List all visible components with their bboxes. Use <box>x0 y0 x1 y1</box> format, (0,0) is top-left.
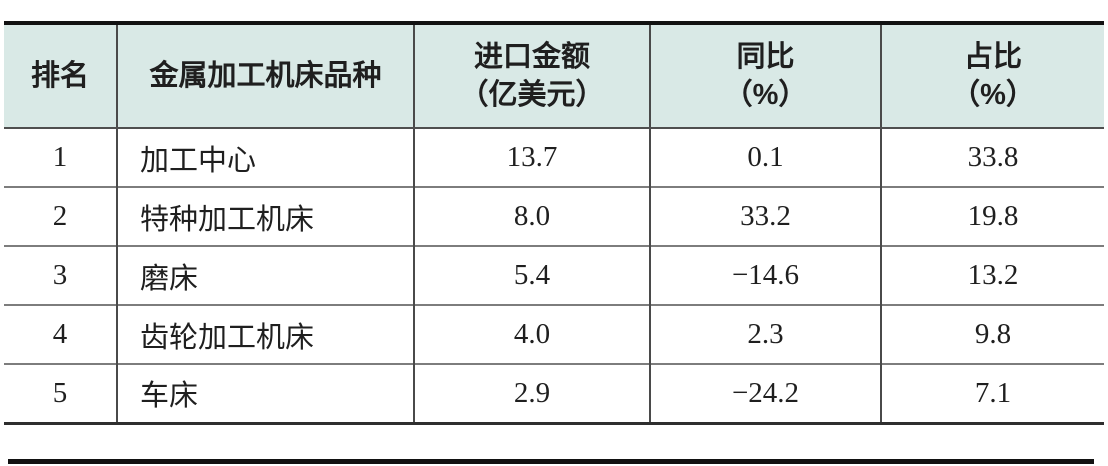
cell-variety: 齿轮加工机床 <box>116 304 414 364</box>
header-label-import-value: 进口金额 <box>473 41 590 73</box>
header-unit-yoy: （%） <box>723 79 808 111</box>
header-row: 排名 金属加工机床品种 进口金额 （亿美元） 同比 （%） 占比 （%） <box>4 23 1104 129</box>
header-label-yoy: 同比 <box>736 41 795 73</box>
cell-rank: 1 <box>4 128 117 187</box>
machine-tool-import-table: 排名 金属加工机床品种 进口金额 （亿美元） 同比 （%） 占比 （%） <box>4 21 1104 425</box>
cell-variety: 特种加工机床 <box>116 186 414 246</box>
cell-share: 13.2 <box>880 245 1104 305</box>
cell-import-value: 8.0 <box>413 186 650 246</box>
cell-import-value: 13.7 <box>413 128 650 187</box>
header-label-share: 占比 <box>963 41 1022 73</box>
cell-rank: 3 <box>4 245 117 305</box>
cell-import-value: 5.4 <box>413 245 650 305</box>
cell-yoy: −24.2 <box>649 363 881 423</box>
cell-variety: 加工中心 <box>116 128 414 187</box>
cell-share: 33.8 <box>880 128 1104 187</box>
header-cell-variety: 金属加工机床品种 <box>116 23 414 129</box>
cell-yoy: 33.2 <box>649 186 881 246</box>
cell-rank: 5 <box>4 363 117 423</box>
cell-rank: 2 <box>4 186 117 246</box>
header-label-variety: 金属加工机床品种 <box>149 60 382 92</box>
bottom-page-rule <box>8 459 1094 464</box>
cell-variety: 磨床 <box>116 245 414 305</box>
cell-rank: 4 <box>4 304 117 364</box>
cell-yoy: −14.6 <box>649 245 881 305</box>
cell-import-value: 4.0 <box>413 304 650 364</box>
table-row: 2 特种加工机床 8.0 33.2 19.8 <box>4 186 1104 246</box>
table-row: 5 车床 2.9 −24.2 7.1 <box>4 363 1104 423</box>
cell-yoy: 0.1 <box>649 128 881 187</box>
table-row: 1 加工中心 13.7 0.1 33.8 <box>4 128 1104 187</box>
header-label-rank: 排名 <box>30 60 89 92</box>
header-cell-yoy: 同比 （%） <box>649 23 881 129</box>
table-row: 3 磨床 5.4 −14.6 13.2 <box>4 245 1104 305</box>
cell-variety: 车床 <box>116 363 414 423</box>
header-cell-rank: 排名 <box>4 23 117 129</box>
header-cell-import-value: 进口金额 （亿美元） <box>413 23 650 129</box>
header-cell-share: 占比 （%） <box>880 23 1104 129</box>
table-row: 4 齿轮加工机床 4.0 2.3 9.8 <box>4 304 1104 364</box>
cell-share: 9.8 <box>880 304 1104 364</box>
cell-share: 19.8 <box>880 186 1104 246</box>
cell-import-value: 2.9 <box>413 363 650 423</box>
cell-share: 7.1 <box>880 363 1104 423</box>
cell-yoy: 2.3 <box>649 304 881 364</box>
header-unit-import-value: （亿美元） <box>459 79 605 111</box>
header-unit-share: （%） <box>951 79 1035 111</box>
